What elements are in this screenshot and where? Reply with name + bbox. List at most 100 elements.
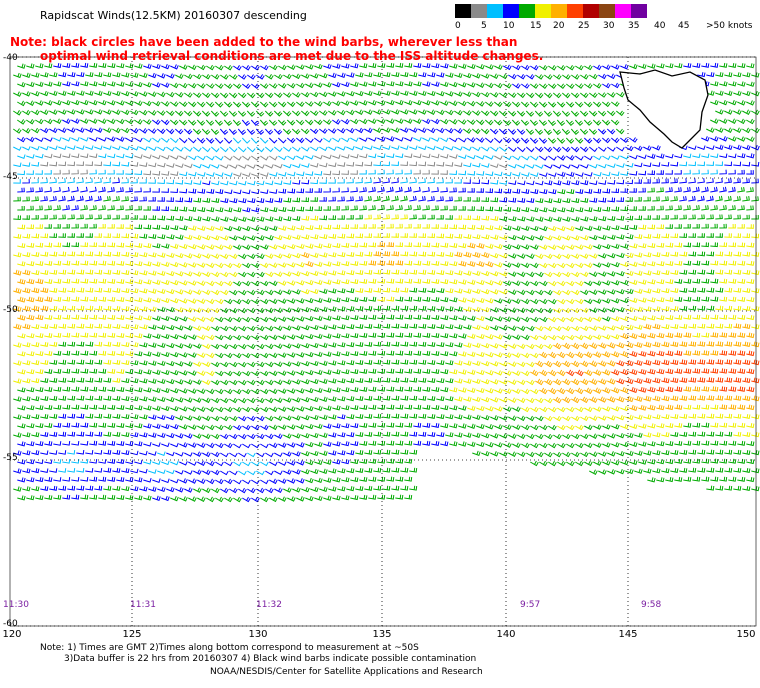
wind-barb xyxy=(314,224,323,230)
wind-barb xyxy=(179,424,188,430)
wind-barb xyxy=(31,287,40,294)
wind-barb xyxy=(652,252,661,258)
wind-barb xyxy=(35,100,44,106)
wind-barb xyxy=(224,244,233,250)
wind-barb xyxy=(589,234,598,241)
wind-barb xyxy=(53,100,62,106)
wind-barb xyxy=(179,262,188,268)
wind-barb xyxy=(512,370,521,376)
wind-barb xyxy=(503,155,512,161)
wind-barb xyxy=(521,225,530,232)
wind-barb xyxy=(247,289,256,296)
wind-barb xyxy=(103,269,112,275)
wind-barb xyxy=(13,196,21,202)
wind-barb xyxy=(193,271,202,277)
wind-barb xyxy=(49,233,57,239)
wind-barb xyxy=(310,468,319,475)
wind-barb xyxy=(413,186,421,193)
wind-barb xyxy=(121,432,130,438)
wind-barb xyxy=(530,262,539,269)
wind-barb xyxy=(508,180,517,185)
wind-barb xyxy=(107,63,116,69)
wind-barb xyxy=(80,458,89,464)
wind-barb xyxy=(589,180,598,186)
wind-barb xyxy=(143,154,152,160)
wind-barb xyxy=(323,369,332,375)
wind-barb xyxy=(467,260,476,267)
wind-barb xyxy=(733,395,742,401)
wind-barb xyxy=(197,225,206,231)
wind-barb xyxy=(107,458,116,464)
wind-barb xyxy=(368,81,377,87)
tasmania-coastline xyxy=(619,69,709,149)
wind-barb xyxy=(571,253,580,259)
wind-barb xyxy=(737,332,746,338)
wind-barb xyxy=(616,271,625,277)
wind-barb xyxy=(139,252,148,258)
wind-barb xyxy=(364,413,373,419)
wind-barb xyxy=(724,161,732,167)
wind-barb xyxy=(283,361,292,367)
wind-barb xyxy=(286,119,296,126)
wind-barb xyxy=(260,189,269,194)
wind-barb xyxy=(13,396,22,402)
wind-barb xyxy=(391,323,400,329)
wind-barb xyxy=(116,423,125,428)
wind-barb xyxy=(170,424,179,430)
wind-barb xyxy=(85,431,94,437)
wind-barb xyxy=(125,423,134,429)
wind-barb xyxy=(476,297,485,304)
wind-barb xyxy=(427,196,435,202)
wind-barb xyxy=(237,110,247,117)
wind-barb xyxy=(337,252,346,258)
wind-barb xyxy=(652,215,660,220)
wind-barb xyxy=(643,306,652,312)
wind-barb xyxy=(283,163,292,169)
wind-barb xyxy=(121,378,130,384)
wind-barb xyxy=(310,414,319,421)
wind-barb xyxy=(647,243,656,249)
wind-barb xyxy=(445,162,454,167)
wind-barb xyxy=(661,377,670,384)
wind-barb xyxy=(265,307,274,314)
wind-barb xyxy=(629,188,637,193)
wind-barb xyxy=(71,296,80,302)
wind-barb xyxy=(197,388,206,394)
wind-barb xyxy=(386,153,395,159)
wind-barb xyxy=(422,187,430,193)
wind-barb xyxy=(71,368,80,374)
wind-barb xyxy=(359,458,368,464)
wind-barb xyxy=(202,361,211,368)
wind-barb xyxy=(616,325,625,331)
wind-barb xyxy=(692,62,701,68)
wind-barb xyxy=(431,63,440,69)
wind-barb xyxy=(13,110,22,116)
wind-barb xyxy=(107,224,115,229)
wind-barb xyxy=(683,458,692,464)
wind-barb xyxy=(206,370,215,377)
wind-barb xyxy=(724,90,733,96)
wind-barb xyxy=(418,72,427,78)
wind-barb xyxy=(197,155,206,161)
wind-barb xyxy=(418,178,426,184)
wind-barb xyxy=(220,307,229,314)
wind-barb xyxy=(364,287,373,293)
wind-barb xyxy=(575,387,584,395)
wind-barb xyxy=(152,423,161,429)
wind-barb xyxy=(719,100,728,106)
wind-barb xyxy=(305,188,313,193)
wind-barb xyxy=(449,441,458,447)
wind-barb xyxy=(346,468,355,474)
wind-barb xyxy=(575,189,584,194)
wind-barb xyxy=(44,242,53,248)
wind-barb xyxy=(364,377,373,383)
wind-barb xyxy=(40,468,49,473)
wind-barb xyxy=(661,214,669,220)
wind-barb xyxy=(526,433,535,440)
wind-barb xyxy=(125,187,133,193)
wind-barb xyxy=(233,207,242,213)
wind-barb xyxy=(98,404,107,410)
wind-barb xyxy=(476,315,485,322)
wind-barb xyxy=(548,442,557,449)
wind-barb xyxy=(467,63,476,70)
